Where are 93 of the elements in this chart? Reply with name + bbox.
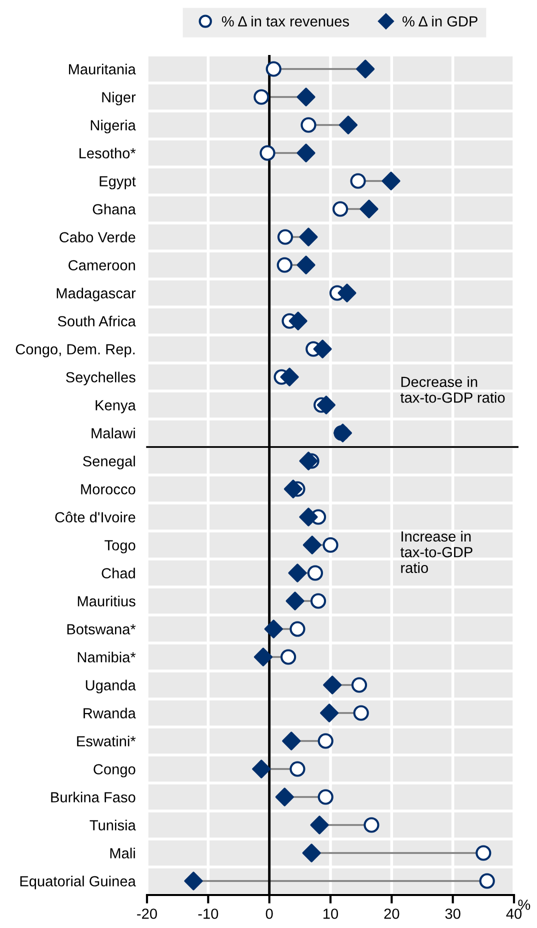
y-tick-label: Togo: [104, 540, 136, 554]
point: [266, 61, 282, 77]
y-tick-label: Côte d'Ivoire: [55, 512, 136, 522]
y-tick-label: Equatorial Guinea: [20, 876, 136, 890]
point: [316, 396, 336, 414]
y-tick-label: Chad: [102, 568, 135, 578]
point: [318, 733, 334, 749]
point: [280, 649, 296, 665]
point: [277, 229, 294, 245]
y-tick-label: Namibia*: [78, 652, 136, 662]
point: [254, 89, 270, 105]
point: [382, 172, 400, 190]
y-tick-label: Niger: [102, 92, 136, 106]
y-tick-label: Burkina Faso: [51, 792, 136, 802]
y-tick-label: South Africa: [58, 316, 136, 326]
point: [290, 621, 306, 637]
point: [254, 648, 272, 666]
point: [184, 872, 203, 890]
point: [476, 845, 492, 861]
annotation: Increase in tax-to-GDP ratio: [400, 530, 472, 574]
annotation: Decrease in tax-to-GDP ratio: [400, 376, 505, 403]
point: [318, 789, 334, 805]
y-tick-label: Nigeria: [90, 120, 136, 134]
point: [307, 565, 324, 581]
y-tick-label: Congo, Dem. Rep.: [16, 344, 135, 358]
point: [296, 256, 316, 274]
point: [302, 536, 322, 554]
point: [296, 144, 316, 162]
point: [353, 705, 369, 721]
legend-label: % Δ in tax revenues: [222, 16, 349, 27]
point: [338, 116, 358, 134]
point: [296, 88, 316, 106]
point: [264, 620, 283, 638]
x-axis-title: %: [518, 900, 530, 910]
point: [320, 704, 339, 722]
y-tick-label: Mauritania: [69, 64, 136, 74]
y-tick-label: Ghana: [92, 204, 136, 214]
point: [479, 873, 495, 889]
y-tick-label: Cabo Verde: [60, 232, 136, 242]
y-tick-label: Congo: [94, 764, 136, 778]
point: [288, 312, 308, 330]
point: [310, 593, 326, 609]
x-tick-label: 20: [384, 908, 400, 919]
y-tick-label: Senegal: [83, 456, 135, 470]
point: [322, 537, 338, 553]
point: [350, 173, 366, 189]
point: [284, 480, 302, 498]
point: [260, 145, 276, 161]
x-tick-label: 40: [506, 908, 522, 919]
y-tick-label: Mali: [110, 848, 135, 858]
point: [252, 760, 271, 778]
point: [356, 60, 375, 78]
point: [313, 340, 332, 358]
point: [288, 564, 307, 582]
y-tick-label: Cameroon: [68, 260, 135, 270]
x-tick-label: 0: [266, 908, 273, 919]
y-tick-label: Malawi: [92, 428, 135, 438]
y-tick-label: Eswatini*: [77, 736, 136, 746]
y-tick-label: Lesotho*: [80, 148, 136, 158]
point: [351, 677, 368, 693]
point: [275, 788, 294, 806]
point: [299, 228, 318, 246]
point: [280, 368, 299, 386]
y-tick-label: Kenya: [96, 400, 136, 414]
y-tick-label: Egypt: [100, 176, 136, 190]
point: [323, 676, 342, 694]
point: [299, 452, 318, 470]
x-tick-label: 10: [324, 908, 338, 919]
point: [276, 257, 292, 273]
y-tick-label: Mauritius: [78, 596, 136, 606]
point: [299, 508, 318, 526]
y-tick-label: Uganda: [86, 680, 136, 694]
legend-label: % Δ in GDP: [402, 16, 478, 27]
point: [310, 816, 329, 834]
x-tick-label: -10: [198, 908, 218, 919]
x-tick-label: -20: [137, 908, 157, 919]
y-tick-label: Botswana*: [67, 624, 136, 634]
y-tick-label: Tunisia: [90, 820, 136, 830]
point: [282, 732, 301, 750]
point: [332, 201, 348, 217]
y-tick-label: Madagascar: [56, 288, 136, 302]
point: [300, 117, 316, 133]
point: [364, 817, 380, 833]
y-tick-label: Seychelles: [66, 372, 136, 386]
point: [338, 284, 356, 302]
point: [290, 761, 306, 777]
x-tick-label: 30: [445, 908, 460, 919]
point: [302, 844, 321, 862]
y-tick-label: Rwanda: [84, 708, 136, 718]
point: [286, 592, 304, 610]
point: [360, 200, 378, 218]
point: [333, 424, 352, 442]
y-tick-label: Morocco: [81, 484, 136, 494]
